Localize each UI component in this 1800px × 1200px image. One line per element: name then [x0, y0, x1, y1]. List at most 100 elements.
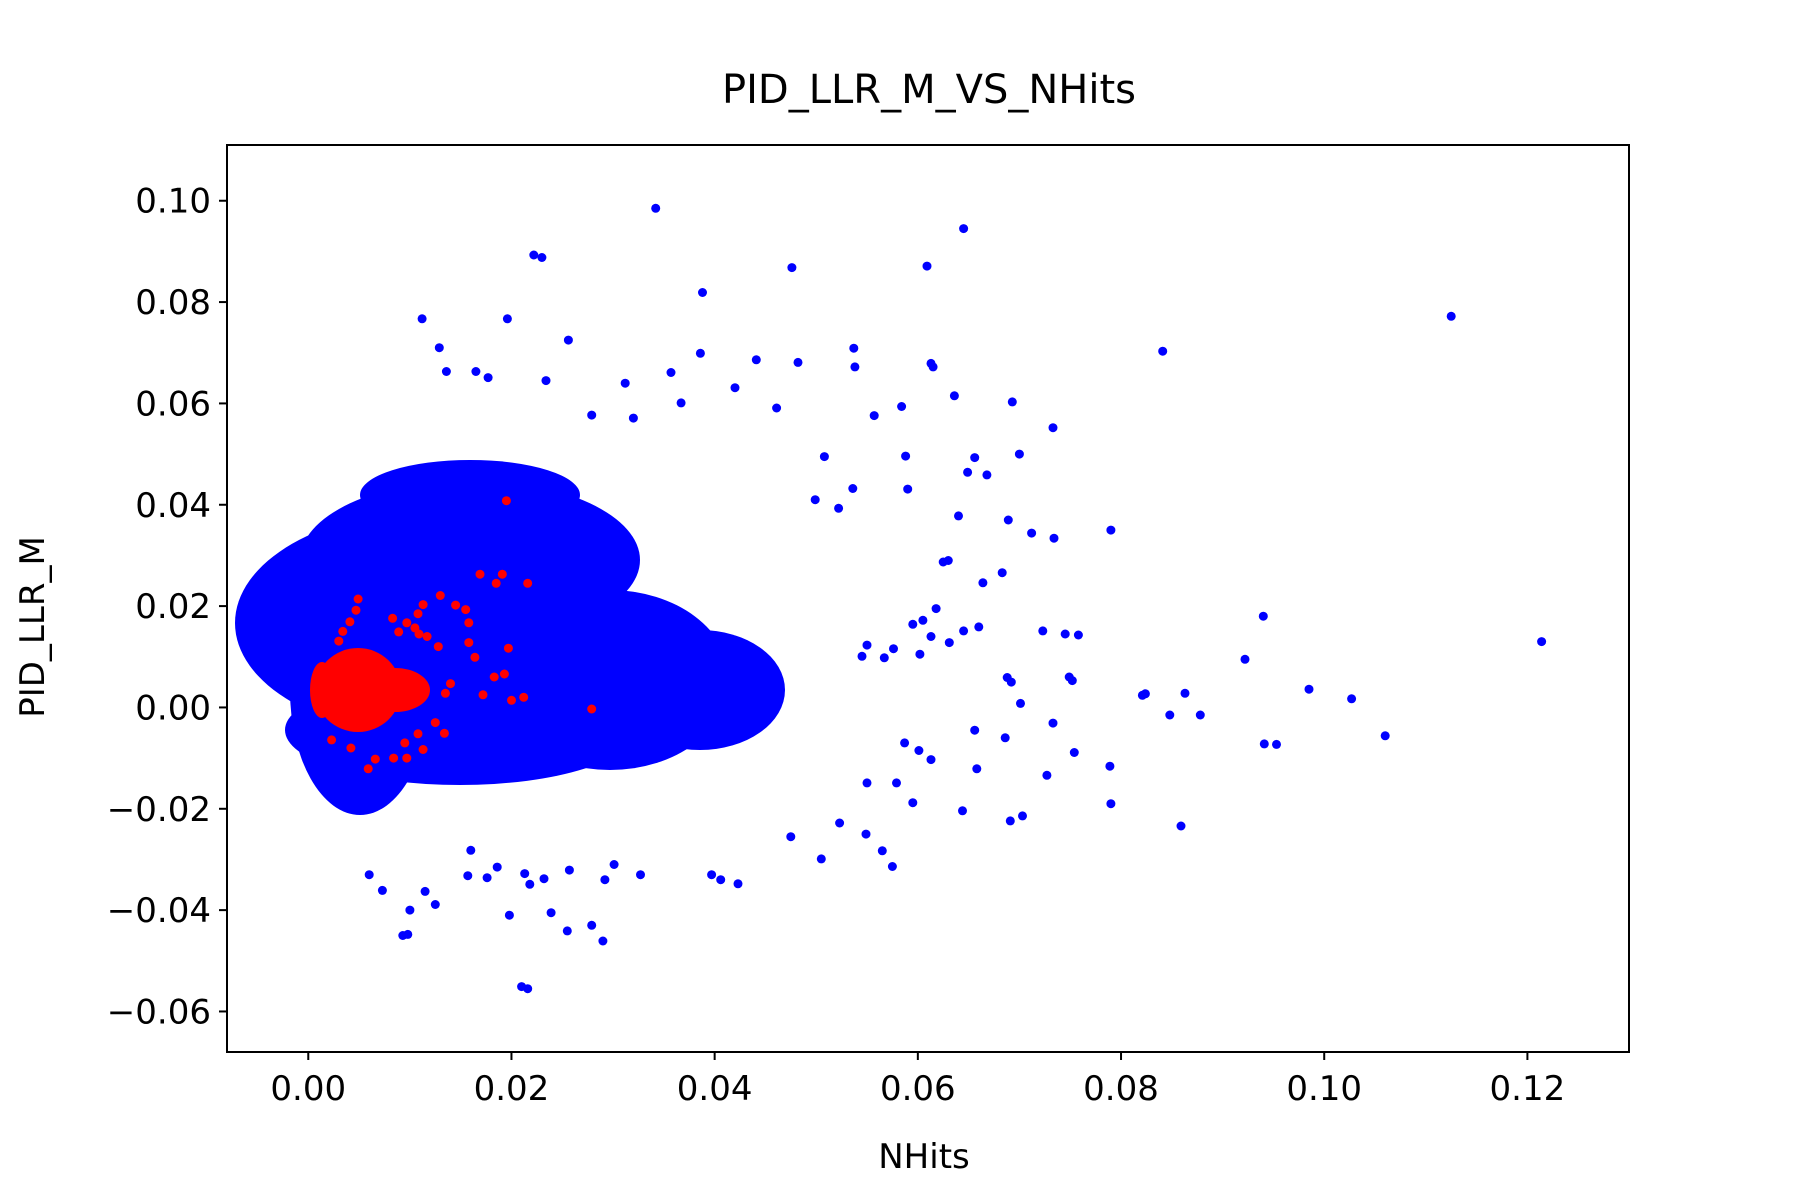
scatter-point	[972, 764, 982, 774]
scatter-point	[1049, 533, 1059, 543]
scatter-point	[440, 688, 450, 698]
scatter-point	[563, 335, 573, 345]
scatter-point	[418, 600, 428, 610]
scatter-point	[1158, 346, 1168, 356]
scatter-point	[492, 862, 502, 872]
scatter-point	[926, 755, 936, 765]
scatter-point	[433, 642, 443, 652]
y-tick-label: 0.10	[135, 182, 211, 222]
scatter-point	[1048, 718, 1058, 728]
y-axis: −0.06 −0.04 −0.02 0.00 0.02 0.04 0.06 0.08 0.10	[107, 182, 227, 1032]
scatter-point	[628, 413, 638, 423]
y-tick-label: −0.06	[107, 992, 211, 1032]
scatter-point	[1165, 710, 1175, 720]
scatter-point	[327, 735, 337, 745]
scatter-point	[1016, 698, 1025, 708]
scatter-point	[707, 870, 717, 880]
scatter-point	[430, 718, 440, 728]
scatter-point	[1240, 654, 1250, 664]
scatter-point	[402, 618, 412, 628]
scatter-point	[751, 355, 761, 365]
scatter-point	[418, 745, 428, 754]
scatter-point	[1003, 515, 1013, 525]
scatter-point	[1014, 449, 1024, 459]
scatter-point	[523, 578, 533, 588]
scatter-point	[901, 451, 911, 461]
x-tick-label: 0.10	[1286, 1069, 1362, 1109]
y-axis-title: PID_LLR_M	[13, 536, 53, 718]
scatter-point	[1006, 677, 1016, 687]
scatter-point	[1007, 397, 1017, 407]
scatter-point	[889, 644, 898, 654]
scatter-point	[938, 557, 948, 567]
blue-series-density	[235, 460, 785, 815]
scatter-point	[1106, 525, 1116, 535]
scatter-point	[1038, 626, 1048, 636]
scatter-point	[698, 288, 707, 297]
scatter-point	[483, 373, 493, 383]
red-series	[327, 496, 597, 774]
scatter-point	[1180, 688, 1190, 698]
scatter-point	[1140, 689, 1150, 699]
scatter-point	[918, 615, 928, 625]
scatter-point	[620, 378, 630, 388]
scatter-point	[389, 753, 399, 763]
x-tick-label: 0.02	[474, 1069, 550, 1109]
scatter-point	[529, 250, 539, 260]
x-tick-label: 0.08	[1083, 1069, 1159, 1109]
scatter-point	[345, 617, 355, 627]
scatter-point	[394, 627, 404, 637]
scatter-point	[475, 569, 485, 579]
y-tick-label: −0.02	[107, 790, 211, 830]
scatter-point	[834, 503, 844, 513]
scatter-point	[1537, 637, 1547, 647]
scatter-point	[666, 368, 676, 377]
scatter-point	[908, 798, 918, 808]
scatter-point	[497, 569, 507, 579]
scatter-point	[793, 357, 803, 367]
scatter-point	[1304, 684, 1314, 694]
scatter-point	[730, 383, 740, 393]
scatter-point	[503, 643, 513, 653]
scatter-point	[546, 908, 556, 918]
scatter-point	[377, 885, 387, 895]
scatter-point	[931, 604, 941, 614]
red-core-extension	[360, 668, 430, 712]
scatter-point	[491, 578, 501, 588]
scatter-point	[417, 314, 427, 324]
scatter-point	[1259, 739, 1269, 749]
scatter-point	[353, 594, 363, 604]
scatter-point	[963, 467, 973, 477]
scatter-point	[1005, 816, 1015, 826]
x-tick-label: 0.04	[677, 1069, 753, 1109]
scatter-point	[903, 484, 913, 494]
scatter-point	[848, 484, 858, 493]
red-series-density	[310, 648, 430, 732]
scatter-point	[850, 362, 860, 372]
scatter-point	[1067, 676, 1077, 686]
scatter-point	[446, 679, 455, 689]
scatter-point	[1060, 629, 1070, 639]
scatter-point	[338, 626, 348, 636]
scatter-point	[816, 854, 826, 864]
scatter-point	[1446, 311, 1456, 321]
blue-far-right-cloud	[615, 630, 785, 750]
scatter-point	[787, 263, 797, 273]
scatter-point	[562, 926, 572, 936]
scatter-point	[861, 829, 871, 839]
scatter-point	[1000, 733, 1010, 743]
scatter-point	[541, 376, 551, 386]
scatter-point	[405, 905, 415, 915]
scatter-point	[900, 738, 910, 748]
scatter-point	[539, 874, 549, 884]
scatter-point	[413, 729, 423, 739]
scatter-point	[463, 871, 473, 881]
scatter-point	[501, 496, 511, 506]
scatter-point	[489, 672, 499, 682]
scatter-point	[819, 452, 829, 462]
scatter-point	[334, 636, 344, 646]
scatter-point	[958, 806, 967, 816]
scatter-point	[982, 470, 992, 480]
scatter-point	[978, 578, 988, 588]
